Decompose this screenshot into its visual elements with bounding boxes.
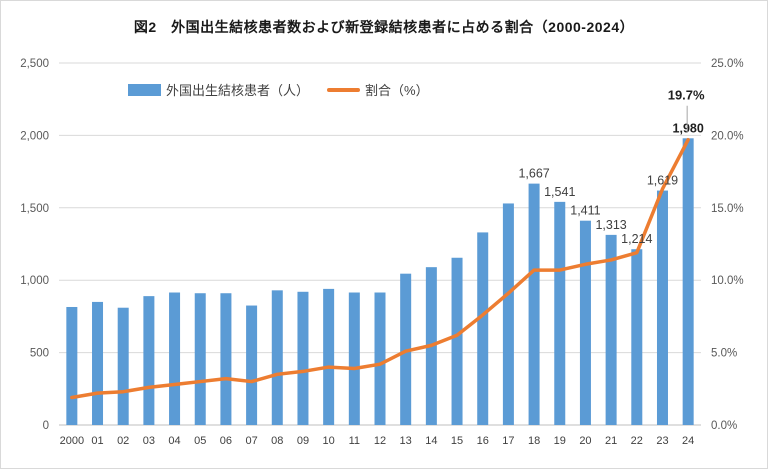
x-axis-tick-label: 09 [297,435,309,447]
x-axis-tick-label: 02 [117,435,129,447]
bar-01 [92,301,104,425]
x-axis-tick-label: 11 [349,435,360,447]
bar-23 [656,190,668,425]
legend: 外国出生結核患者（人） 割合（%） [128,80,429,99]
line-data-label-24: 19.7% [668,88,705,103]
x-axis-tick-label: 12 [374,435,386,447]
bar-03 [143,296,155,425]
bar-19 [554,201,566,425]
bar-12 [374,292,386,425]
bar-15 [451,257,463,425]
bar-data-label-20: 1,411 [570,204,600,218]
x-axis-tick-label: 18 [528,435,540,447]
legend-item-bars: 外国出生結核患者（人） [128,80,309,99]
x-axis-tick-label: 24 [682,435,694,447]
bar-22 [631,249,643,425]
x-axis-tick-label: 23 [656,435,668,447]
x-axis-tick-label: 08 [271,435,283,447]
chart-title: 図2 外国出生結核患者数および新登録結核患者に占める割合（2000-2024） [133,19,635,35]
right-axis-tick-label: 15.0% [711,203,744,215]
right-axis-tick-label: 10.0% [711,275,744,287]
x-axis-tick-label: 01 [91,435,103,447]
x-axis-tick-label: 19 [554,435,566,447]
x-axis-tick-label: 2000 [60,435,84,447]
bar-06 [220,293,232,425]
bar-2000 [66,306,78,425]
left-axis-tick-label: 2,500 [20,58,49,70]
bar-17 [502,203,514,425]
right-axis-tick-label: 0.0% [711,420,737,432]
bar-data-label-23: 1,619 [647,174,678,188]
x-axis-tick-label: 10 [323,435,335,447]
x-axis-tick-label: 16 [477,435,489,447]
bar-07 [246,305,258,425]
x-axis-tick-label: 07 [245,435,257,447]
bar-10 [323,288,335,425]
bar-20 [579,220,591,425]
right-axis-tick-label: 25.0% [711,58,744,70]
left-axis-tick-label: 0 [43,420,49,432]
bar-16 [477,232,489,425]
bar-21 [605,234,617,425]
bar-08 [271,290,283,425]
right-axis-tick-label: 5.0% [711,348,737,360]
x-axis-tick-label: 15 [451,435,463,447]
bar-data-label-22: 1,214 [621,232,652,246]
bar-data-label-21: 1,313 [595,218,626,232]
bar-data-label-18: 1,667 [518,167,549,181]
legend-bars-label: 外国出生結核患者（人） [166,83,310,98]
x-axis-tick-label: 04 [168,435,180,447]
left-axis-tick-label: 2,000 [20,130,49,142]
bar-18 [528,183,540,425]
x-axis-tick-label: 13 [400,435,412,447]
bar-24 [682,138,694,425]
left-axis-tick-label: 1,000 [20,275,49,287]
bar-09 [297,291,309,425]
bar-data-label-19: 1,541 [544,185,575,199]
line-series-swatch-icon [327,87,361,92]
left-axis-tick-label: 1,500 [20,203,49,215]
legend-line-label: 割合（%） [365,83,429,98]
bar-04 [169,292,181,425]
bar-11 [348,292,360,425]
bar-13 [400,273,412,425]
right-axis-tick-label: 20.0% [711,130,744,142]
x-axis-tick-label: 14 [425,435,437,447]
x-axis-tick-label: 21 [605,435,617,447]
x-axis-tick-label: 22 [631,435,643,447]
x-axis-tick-label: 05 [194,435,206,447]
x-axis-tick-label: 17 [502,435,514,447]
x-axis-tick-label: 06 [220,435,232,447]
left-axis-tick-label: 500 [30,348,49,360]
bar-05 [194,293,206,425]
ratio-line [70,137,690,400]
legend-item-line: 割合（%） [327,80,429,99]
x-axis-tick-label: 20 [579,435,591,447]
bar-02 [117,307,129,425]
x-axis-tick-label: 03 [143,435,155,447]
bar-series-swatch-icon [128,83,161,96]
bar-data-label-24: 1,980 [673,121,704,135]
